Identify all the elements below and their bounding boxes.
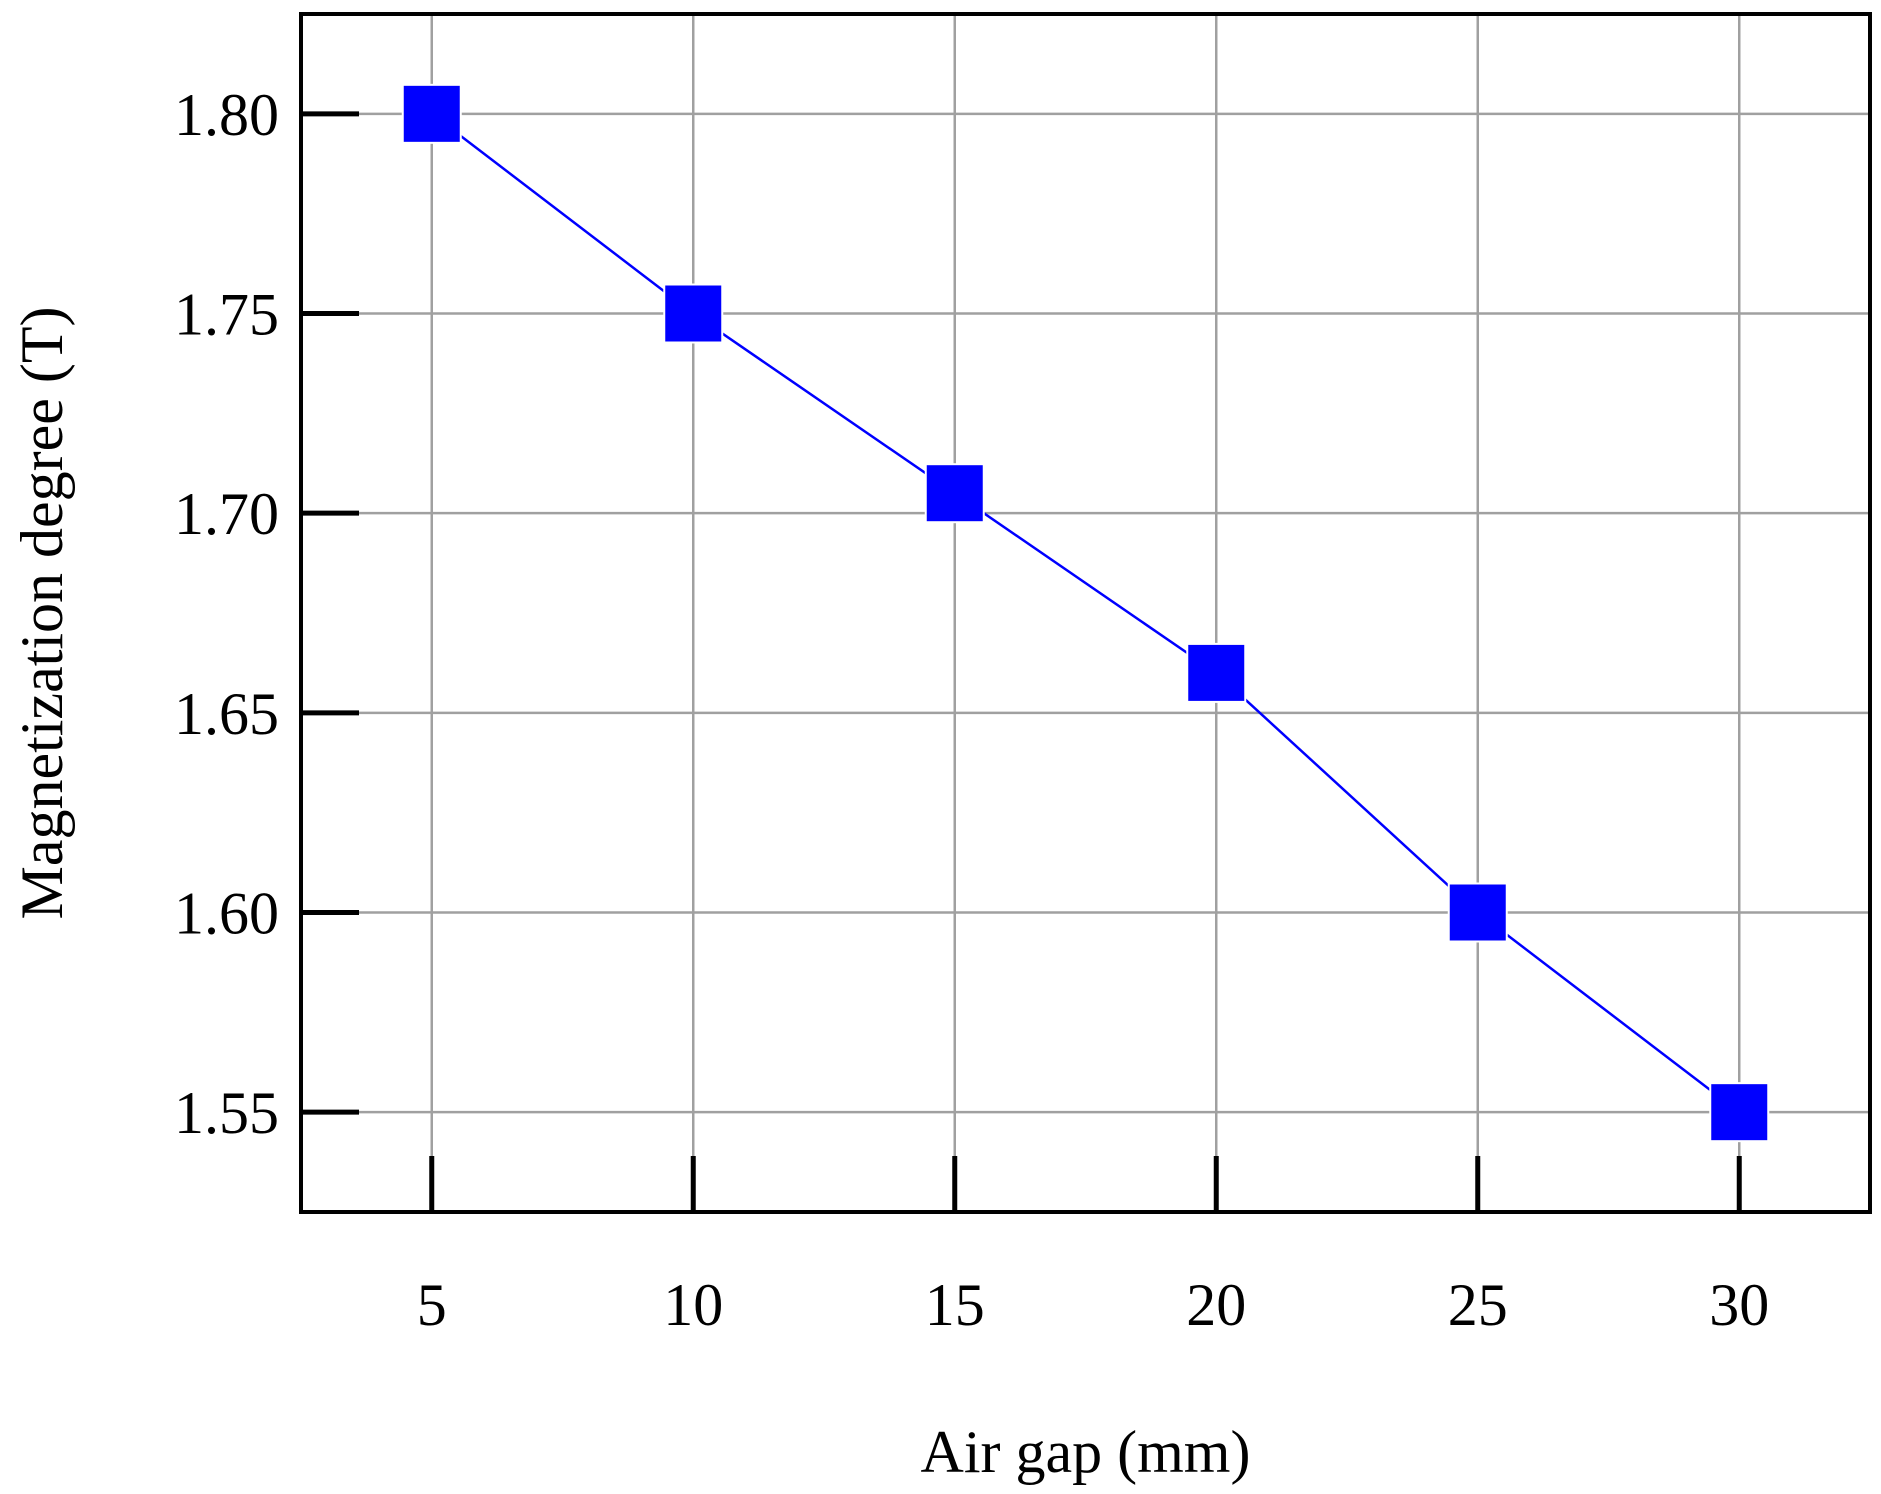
grid [301,14,1870,1212]
y-axis-title: Magnetization degree (T) [9,306,75,919]
data-point [401,83,462,144]
y-tick-label: 1.70 [174,481,279,547]
x-tick-label: 10 [663,1272,723,1338]
x-tick-label: 20 [1186,1272,1246,1338]
data-point [1709,1082,1770,1143]
x-tick-label: 15 [925,1272,985,1338]
y-tick-label: 1.75 [174,282,279,348]
data-point [1186,642,1247,703]
x-tick-labels: 5 10 15 20 25 30 [417,1272,1770,1338]
y-tick-label: 1.60 [174,881,279,947]
series-group [401,83,1770,1143]
data-point [924,463,985,524]
data-point [663,283,724,344]
y-tick-label: 1.55 [174,1080,279,1146]
data-point [1447,882,1508,943]
x-axis-title: Air gap (mm) [921,1419,1251,1485]
y-tick-label: 1.80 [174,82,279,148]
y-tick-labels: 1.55 1.60 1.65 1.70 1.75 1.80 [174,82,279,1146]
axis-ticks [301,111,1742,1212]
x-tick-label: 5 [417,1272,447,1338]
x-tick-label: 25 [1448,1272,1508,1338]
plot-frame [299,12,1872,1214]
series-line [430,112,1741,1114]
y-tick-label: 1.65 [174,681,279,747]
x-tick-label: 30 [1709,1272,1769,1338]
